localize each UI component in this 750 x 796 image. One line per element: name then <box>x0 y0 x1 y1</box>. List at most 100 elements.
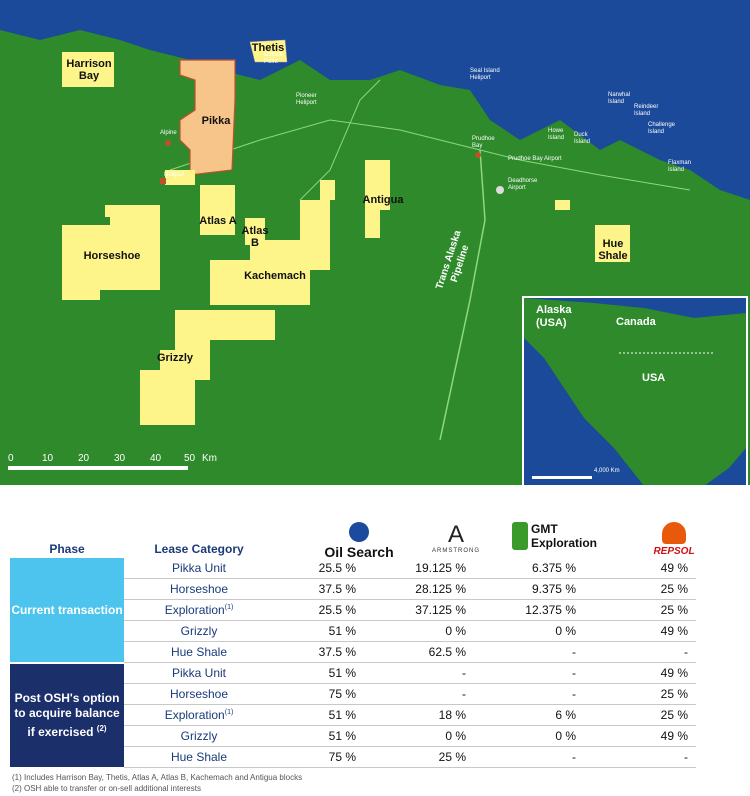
harrison-bay-lease <box>62 52 114 87</box>
share-cell: 49 % <box>604 725 696 747</box>
road-line <box>169 119 691 191</box>
repsol-logo: Repsol <box>648 522 700 557</box>
place-flaxman: Flaxman Island <box>668 160 692 173</box>
share-cell: 6.375 % <box>494 558 604 579</box>
pipeline-line <box>439 149 486 441</box>
lease-category-label: Horseshoe <box>169 687 229 701</box>
share-cell: 62.5 % <box>384 641 494 663</box>
phase-label: Current transaction <box>11 602 123 617</box>
share-cell: 19.125 % <box>384 558 494 579</box>
lease-category-label: Hue Shale <box>170 645 228 659</box>
inset-scale-bar <box>532 476 592 479</box>
horseshoe-lease <box>62 205 160 300</box>
table-row: Grizzly 51 % 0 % 0 % 49 % <box>10 620 696 642</box>
lease-category-cell: Hue Shale <box>124 641 274 663</box>
place-seal-island: Seal Island Heliport <box>470 68 500 81</box>
share-cell: - <box>494 662 604 684</box>
lease-header: Lease Category <box>154 542 244 556</box>
ownership-table: Phase Lease Category Current transaction… <box>10 540 696 769</box>
place-prudhoe-airport: Prudhoe Bay Airport <box>508 156 562 162</box>
armstrong-icon: A <box>447 521 464 548</box>
map-graphic <box>0 0 750 470</box>
share-cell: 51 % <box>274 704 384 726</box>
map-label-horseshoe: Horseshoe <box>83 250 141 262</box>
share-cell: 49 % <box>604 662 696 684</box>
alpine-marker <box>165 140 171 146</box>
lease-block <box>555 200 570 210</box>
table-row: Current transaction Pikka Unit 25.5 % 19.12… <box>10 558 696 664</box>
table-row: Hue Shale 37.5 % 62.5 % - - <box>10 641 696 663</box>
armstrong-header <box>384 540 494 558</box>
inset-map: Alaska (USA) Canada USA 4,000 Km <box>522 296 748 485</box>
phase-cell: Current transaction <box>10 558 124 664</box>
share-cell: 0 % <box>384 725 494 747</box>
share-cell: 9.375 % <box>494 578 604 600</box>
lease-category-cell: Horseshoe <box>124 578 274 600</box>
place-alpine: Alpine <box>160 130 177 136</box>
lease-category-label: Pikka Unit <box>171 666 227 680</box>
sea <box>0 0 750 200</box>
lease-category-label: Hue Shale <box>170 750 228 764</box>
place-nuiqsut: Nuiqsut <box>164 172 185 178</box>
scale-unit: Km <box>202 453 217 464</box>
place-deadhorse: Deadhorse Airport <box>508 178 538 191</box>
share-cell: 25 % <box>604 704 696 726</box>
map-label-pikka: Pikka <box>201 115 231 127</box>
lease-category-cell: Grizzly <box>124 725 274 747</box>
table-row: Horseshoe 37.5 % 28.125 % 9.375 % 25 % <box>10 578 696 600</box>
repsol-header <box>604 540 696 558</box>
share-cell: 0 % <box>494 725 604 747</box>
share-cell: 18 % <box>384 704 494 726</box>
lease-block <box>165 170 195 185</box>
place-prudhoe-bay: Prudhoe Bay <box>472 136 495 149</box>
lease-category-cell: Exploration(1) <box>124 704 274 726</box>
place-pioneer: Pioneer Heliport <box>296 93 317 106</box>
share-cell: 25.5 % <box>274 599 384 621</box>
gmt-logo: GMT Exploration <box>512 522 618 550</box>
lease-category-cell: Pikka Unit <box>124 662 274 684</box>
map-label-grizzly: Grizzly <box>156 352 194 364</box>
share-cell: 25.5 % <box>274 558 384 579</box>
prudhoe-marker <box>475 152 481 158</box>
lease-category-label: Pikka Unit <box>171 561 227 575</box>
kachemach-lease <box>210 220 330 305</box>
gmt-icon <box>512 522 528 550</box>
map-label-antigua: Antigua <box>362 194 404 206</box>
map-label-atlas-a: Atlas A <box>199 215 237 227</box>
footnote-2: (2) OSH able to transfer or on-sell addi… <box>12 784 201 793</box>
share-cell: 37.125 % <box>384 599 494 621</box>
atlas-a-lease <box>200 185 235 235</box>
category-footnote-mark: (1) <box>224 604 234 611</box>
thetis-island <box>249 39 288 63</box>
lease-category-cell: Horseshoe <box>124 683 274 705</box>
table-row: Horseshoe 75 % - -25 % <box>10 683 696 705</box>
inset-label-usa: USA <box>642 372 666 384</box>
table-row: Exploration(1) 51 % 18 % 6 % 25 % <box>10 704 696 726</box>
inset-land <box>524 298 746 485</box>
phase-footnote-mark: (2) <box>96 723 107 733</box>
share-cell: 75 % <box>274 746 384 768</box>
place-narwhal: Narwhal Island <box>608 92 631 105</box>
place-howe-island: Howe Island <box>548 128 565 141</box>
category-footnote-mark: (1) <box>224 709 234 716</box>
place-challenge: Challenge Island <box>648 122 676 135</box>
share-cell: - <box>384 683 494 705</box>
map-label-thetis: Thetis <box>251 42 285 54</box>
grizzly-lease <box>140 310 275 425</box>
lease-category-label: Grizzly <box>180 729 218 743</box>
share-cell: 75 % <box>274 683 384 705</box>
map-label-kachemach: Kachemach <box>244 270 306 282</box>
share-cell: - <box>384 662 494 684</box>
place-duck-island: Duck Island <box>574 132 591 145</box>
lease-category-cell: Exploration(1) <box>124 599 274 621</box>
table-row: Hue Shale 75 % 25 % - - <box>10 746 696 768</box>
scale-tick: 20 <box>78 453 90 464</box>
scale-tick: 50 <box>184 453 196 464</box>
nuiqsut-marker <box>160 178 166 184</box>
inset-label-alaska: Alaska (USA) <box>536 304 572 329</box>
scale-tick: 0 <box>8 453 14 464</box>
lease-category-cell: Pikka Unit <box>124 558 274 579</box>
phase-cell: Post OSH's option to acquire balance if … <box>10 662 124 769</box>
lease-block <box>105 205 160 217</box>
scale-tick: 40 <box>150 453 162 464</box>
